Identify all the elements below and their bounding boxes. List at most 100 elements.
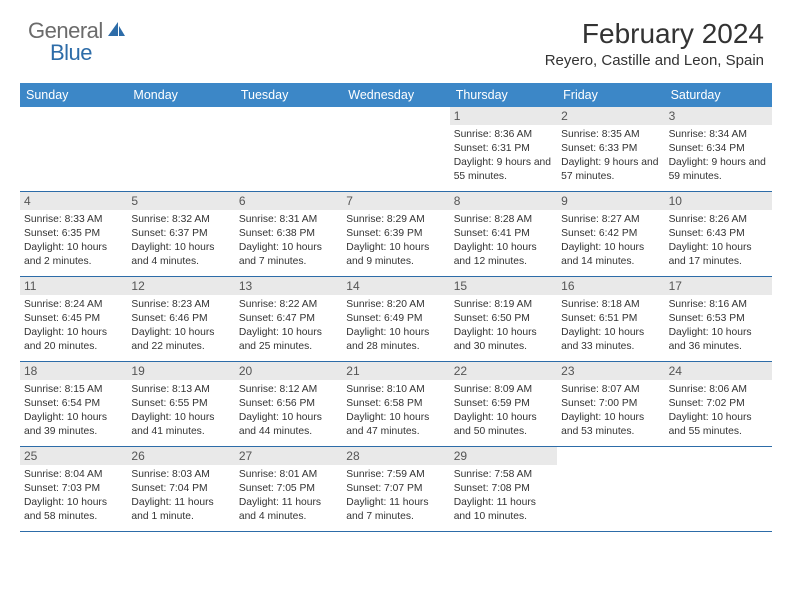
header: General Blue February 2024 Reyero, Casti… bbox=[0, 0, 792, 77]
sunset-text: Sunset: 6:47 PM bbox=[239, 312, 338, 326]
sunrise-text: Sunrise: 8:23 AM bbox=[131, 298, 230, 312]
day-info: Sunrise: 8:32 AMSunset: 6:37 PMDaylight:… bbox=[131, 213, 230, 269]
daylight-text: Daylight: 11 hours and 7 minutes. bbox=[346, 496, 445, 524]
sunset-text: Sunset: 7:08 PM bbox=[454, 482, 553, 496]
sunset-text: Sunset: 6:39 PM bbox=[346, 227, 445, 241]
sunrise-text: Sunrise: 8:18 AM bbox=[561, 298, 660, 312]
daylight-text: Daylight: 9 hours and 59 minutes. bbox=[669, 156, 768, 184]
sunset-text: Sunset: 6:55 PM bbox=[131, 397, 230, 411]
day-info: Sunrise: 8:33 AMSunset: 6:35 PMDaylight:… bbox=[24, 213, 123, 269]
daylight-text: Daylight: 9 hours and 57 minutes. bbox=[561, 156, 660, 184]
sunrise-text: Sunrise: 8:10 AM bbox=[346, 383, 445, 397]
sunrise-text: Sunrise: 8:15 AM bbox=[24, 383, 123, 397]
calendar-cell: 6Sunrise: 8:31 AMSunset: 6:38 PMDaylight… bbox=[235, 192, 342, 276]
day-info: Sunrise: 8:36 AMSunset: 6:31 PMDaylight:… bbox=[454, 128, 553, 184]
sunset-text: Sunset: 6:35 PM bbox=[24, 227, 123, 241]
day-info: Sunrise: 8:09 AMSunset: 6:59 PMDaylight:… bbox=[454, 383, 553, 439]
sunset-text: Sunset: 6:49 PM bbox=[346, 312, 445, 326]
daylight-text: Daylight: 10 hours and 22 minutes. bbox=[131, 326, 230, 354]
sunset-text: Sunset: 6:33 PM bbox=[561, 142, 660, 156]
sunset-text: Sunset: 6:43 PM bbox=[669, 227, 768, 241]
calendar-cell bbox=[342, 107, 449, 191]
calendar-cell: 8Sunrise: 8:28 AMSunset: 6:41 PMDaylight… bbox=[450, 192, 557, 276]
calendar-cell: 27 Sunrise: 8:01 AMSunset: 7:05 PMDayligh… bbox=[235, 447, 342, 531]
sunrise-text: Sunrise: 8:03 AM bbox=[131, 468, 230, 482]
day-info: Sunrise: 8:20 AMSunset: 6:49 PMDaylight:… bbox=[346, 298, 445, 354]
day-number: 6 bbox=[235, 192, 342, 210]
sunrise-text: Sunrise: 8:34 AM bbox=[669, 128, 768, 142]
day-info: Sunrise: 8:29 AMSunset: 6:39 PMDaylight:… bbox=[346, 213, 445, 269]
day-info: Sunrise: 8:28 AMSunset: 6:41 PMDaylight:… bbox=[454, 213, 553, 269]
sunrise-text: Sunrise: 8:04 AM bbox=[24, 468, 123, 482]
day-number: 3 bbox=[665, 107, 772, 125]
day-info: Sunrise: 8:24 AMSunset: 6:45 PMDaylight:… bbox=[24, 298, 123, 354]
day-number: 20 bbox=[235, 362, 342, 380]
day-number: 10 bbox=[665, 192, 772, 210]
calendar-cell: 11 Sunrise: 8:24 AMSunset: 6:45 PMDayligh… bbox=[20, 277, 127, 361]
calendar-cell: 25 Sunrise: 8:04 AMSunset: 7:03 PMDayligh… bbox=[20, 447, 127, 531]
day-header-row: Sunday Monday Tuesday Wednesday Thursday… bbox=[20, 83, 772, 107]
day-info: Sunrise: 7:58 AMSunset: 7:08 PMDaylight:… bbox=[454, 468, 553, 524]
daylight-text: Daylight: 11 hours and 10 minutes. bbox=[454, 496, 553, 524]
daylight-text: Daylight: 10 hours and 30 minutes. bbox=[454, 326, 553, 354]
sunrise-text: Sunrise: 8:26 AM bbox=[669, 213, 768, 227]
day-number: 27 bbox=[235, 447, 342, 465]
sunrise-text: Sunrise: 8:09 AM bbox=[454, 383, 553, 397]
daylight-text: Daylight: 10 hours and 33 minutes. bbox=[561, 326, 660, 354]
calendar-cell: 17Sunrise: 8:16 AMSunset: 6:53 PMDayligh… bbox=[665, 277, 772, 361]
sunrise-text: Sunrise: 7:59 AM bbox=[346, 468, 445, 482]
daylight-text: Daylight: 10 hours and 14 minutes. bbox=[561, 241, 660, 269]
location: Reyero, Castille and Leon, Spain bbox=[545, 52, 764, 69]
week-row: 1 Sunrise: 8:36 AMSunset: 6:31 PMDaylight… bbox=[20, 107, 772, 191]
sunrise-text: Sunrise: 8:35 AM bbox=[561, 128, 660, 142]
sunset-text: Sunset: 6:38 PM bbox=[239, 227, 338, 241]
sunset-text: Sunset: 6:41 PM bbox=[454, 227, 553, 241]
calendar-cell: 10Sunrise: 8:26 AMSunset: 6:43 PMDayligh… bbox=[665, 192, 772, 276]
sunrise-text: Sunrise: 8:27 AM bbox=[561, 213, 660, 227]
calendar-cell bbox=[127, 107, 234, 191]
day-info: Sunrise: 8:04 AMSunset: 7:03 PMDaylight:… bbox=[24, 468, 123, 524]
calendar-cell: 5 Sunrise: 8:32 AMSunset: 6:37 PMDaylight… bbox=[127, 192, 234, 276]
day-number: 25 bbox=[20, 447, 127, 465]
daylight-text: Daylight: 10 hours and 55 minutes. bbox=[669, 411, 768, 439]
week-row: 25Sunrise: 8:04 AMSunset: 7:03 PMDayligh… bbox=[20, 446, 772, 531]
day-number: 5 bbox=[127, 192, 234, 210]
day-header-thu: Thursday bbox=[450, 83, 557, 107]
day-info: Sunrise: 8:03 AMSunset: 7:04 PMDaylight:… bbox=[131, 468, 230, 524]
calendar-cell: 28Sunrise: 7:59 AMSunset: 7:07 PMDayligh… bbox=[342, 447, 449, 531]
day-info: Sunrise: 8:06 AMSunset: 7:02 PMDaylight:… bbox=[669, 383, 768, 439]
calendar-cell: 13Sunrise: 8:22 AMSunset: 6:47 PMDayligh… bbox=[235, 277, 342, 361]
sunrise-text: Sunrise: 8:06 AM bbox=[669, 383, 768, 397]
day-header-wed: Wednesday bbox=[342, 83, 449, 107]
day-info: Sunrise: 8:01 AMSunset: 7:05 PMDaylight:… bbox=[239, 468, 338, 524]
day-info: Sunrise: 8:16 AMSunset: 6:53 PMDaylight:… bbox=[669, 298, 768, 354]
logo: General Blue bbox=[28, 18, 128, 44]
logo-text-blue: Blue bbox=[50, 40, 92, 66]
sunrise-text: Sunrise: 8:22 AM bbox=[239, 298, 338, 312]
calendar-cell bbox=[665, 447, 772, 531]
day-info: Sunrise: 8:10 AMSunset: 6:58 PMDaylight:… bbox=[346, 383, 445, 439]
calendar: Sunday Monday Tuesday Wednesday Thursday… bbox=[0, 83, 792, 532]
month-title: February 2024 bbox=[545, 18, 764, 50]
sunset-text: Sunset: 6:31 PM bbox=[454, 142, 553, 156]
day-number: 2 bbox=[557, 107, 664, 125]
sunset-text: Sunset: 7:03 PM bbox=[24, 482, 123, 496]
day-number: 11 bbox=[20, 277, 127, 295]
day-header-sun: Sunday bbox=[20, 83, 127, 107]
daylight-text: Daylight: 10 hours and 28 minutes. bbox=[346, 326, 445, 354]
day-number: 23 bbox=[557, 362, 664, 380]
sunset-text: Sunset: 6:53 PM bbox=[669, 312, 768, 326]
sunrise-text: Sunrise: 8:13 AM bbox=[131, 383, 230, 397]
day-info: Sunrise: 8:22 AMSunset: 6:47 PMDaylight:… bbox=[239, 298, 338, 354]
calendar-cell: 14Sunrise: 8:20 AMSunset: 6:49 PMDayligh… bbox=[342, 277, 449, 361]
calendar-cell: 20Sunrise: 8:12 AMSunset: 6:56 PMDayligh… bbox=[235, 362, 342, 446]
day-number: 1 bbox=[450, 107, 557, 125]
calendar-cell: 21Sunrise: 8:10 AMSunset: 6:58 PMDayligh… bbox=[342, 362, 449, 446]
sunrise-text: Sunrise: 8:28 AM bbox=[454, 213, 553, 227]
sunset-text: Sunset: 6:37 PM bbox=[131, 227, 230, 241]
daylight-text: Daylight: 10 hours and 41 minutes. bbox=[131, 411, 230, 439]
sunrise-text: Sunrise: 8:24 AM bbox=[24, 298, 123, 312]
daylight-text: Daylight: 11 hours and 1 minute. bbox=[131, 496, 230, 524]
calendar-cell: 24Sunrise: 8:06 AMSunset: 7:02 PMDayligh… bbox=[665, 362, 772, 446]
daylight-text: Daylight: 10 hours and 44 minutes. bbox=[239, 411, 338, 439]
